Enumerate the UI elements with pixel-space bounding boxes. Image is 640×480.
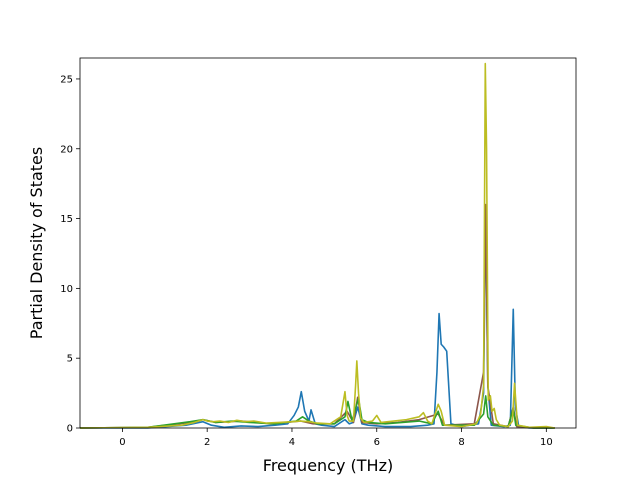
plot-frame xyxy=(79,57,577,429)
y-tick-label: 10 xyxy=(60,284,73,295)
y-tick-label: 5 xyxy=(67,354,73,365)
x-axis-label: Frequency (THz) xyxy=(263,456,393,475)
x-tick-label: 4 xyxy=(289,437,295,448)
x-tick-label: 6 xyxy=(374,437,380,448)
y-tick-label: 15 xyxy=(60,214,73,225)
plot-area xyxy=(79,62,555,429)
x-tick-label: 2 xyxy=(204,437,210,448)
x-tick-label: 10 xyxy=(540,437,553,448)
y-axis-label: Partial Density of States xyxy=(27,147,46,339)
y-tick-label: 20 xyxy=(60,144,73,155)
y-axis: 0 5 10 15 20 25 xyxy=(60,74,80,435)
x-tick-label: 0 xyxy=(119,437,125,448)
x-axis: 0 2 4 6 8 10 xyxy=(119,428,553,448)
series-line-3 xyxy=(79,62,555,429)
y-tick-label: 25 xyxy=(60,74,73,85)
x-tick-label: 8 xyxy=(458,437,464,448)
y-tick-label: 0 xyxy=(67,424,73,435)
